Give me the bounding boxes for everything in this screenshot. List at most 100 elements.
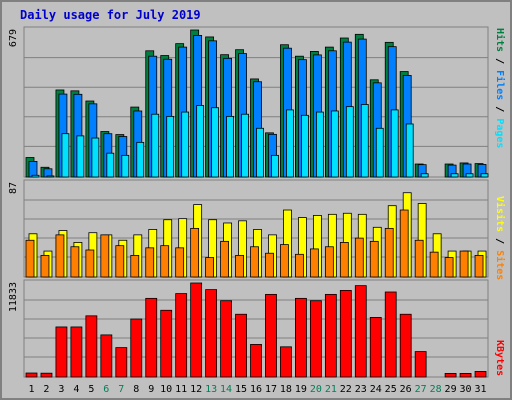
bar-sites-day-12 — [190, 227, 200, 278]
bar-pages-day-10 — [166, 115, 175, 178]
x-tick-label-15: 15 — [235, 384, 247, 395]
x-tick-label-21: 21 — [325, 384, 337, 395]
bar-pages-day-31 — [480, 173, 489, 178]
x-tick-label-25: 25 — [385, 384, 397, 395]
bar-kbytes-day-30 — [459, 373, 472, 378]
bar-pages-day-15 — [241, 113, 249, 178]
x-tick-label-30: 30 — [460, 384, 472, 395]
x-tick-label-11: 11 — [175, 384, 187, 395]
bar-sites-day-8 — [130, 254, 140, 278]
bar-pages-day-20 — [315, 111, 324, 178]
legend-kbytes: KBytes — [494, 340, 505, 376]
bar-sites-day-27 — [414, 239, 424, 278]
bar-kbytes-day-18 — [280, 346, 292, 378]
bar-kbytes-day-19 — [295, 297, 307, 378]
x-tick-label-23: 23 — [355, 384, 367, 395]
bar-sites-day-2 — [40, 254, 50, 278]
bar-sites-day-20 — [309, 248, 319, 278]
bar-files-day-1 — [28, 161, 38, 178]
x-tick-label-22: 22 — [340, 384, 352, 395]
bar-sites-day-11 — [175, 247, 185, 278]
bar-kbytes-day-21 — [324, 293, 337, 378]
bar-kbytes-day-27 — [414, 351, 427, 378]
x-tick-label-29: 29 — [445, 384, 457, 395]
bar-pages-day-29 — [450, 173, 459, 178]
x-tick-label-4: 4 — [73, 384, 79, 395]
ymax-label-1: 87 — [8, 182, 19, 194]
bar-kbytes-day-29 — [444, 373, 457, 378]
bar-kbytes-day-4 — [70, 326, 83, 378]
bar-kbytes-day-13 — [205, 289, 218, 378]
x-tick-label-8: 8 — [133, 384, 139, 395]
bar-kbytes-day-17 — [265, 293, 277, 378]
x-tick-label-6: 6 — [103, 384, 109, 395]
bar-kbytes-day-2 — [40, 372, 53, 378]
bar-kbytes-day-24 — [369, 317, 382, 378]
bar-sites-day-23 — [354, 237, 364, 278]
bar-sites-day-9 — [145, 247, 155, 278]
bar-kbytes-day-6 — [100, 334, 113, 378]
bar-kbytes-day-23 — [354, 285, 367, 378]
x-tick-label-9: 9 — [148, 384, 154, 395]
bar-sites-day-1 — [25, 239, 35, 278]
bar-sites-day-18 — [280, 244, 289, 278]
bar-pages-day-18 — [286, 109, 294, 178]
bar-pages-day-22 — [345, 106, 354, 178]
bar-kbytes-day-7 — [115, 347, 128, 378]
bar-kbytes-day-5 — [85, 315, 98, 378]
x-tick-label-28: 28 — [430, 384, 442, 395]
x-tick-label-18: 18 — [280, 384, 292, 395]
bar-pages-day-14 — [226, 115, 234, 178]
bar-kbytes-day-22 — [339, 290, 352, 378]
bar-kbytes-day-25 — [384, 291, 397, 378]
x-tick-label-12: 12 — [190, 384, 202, 395]
bar-pages-day-2 — [46, 175, 55, 178]
bar-kbytes-day-8 — [130, 318, 143, 378]
ymax-label-0: 679 — [8, 29, 19, 47]
bar-sites-day-3 — [55, 234, 65, 278]
bar-pages-day-17 — [271, 154, 279, 178]
bar-kbytes-day-9 — [145, 297, 158, 378]
bar-kbytes-day-31 — [474, 371, 487, 378]
bar-sites-day-16 — [250, 246, 259, 278]
legend-pages: Pages — [494, 118, 505, 148]
bar-pages-day-6 — [106, 152, 115, 178]
bar-kbytes-day-3 — [55, 326, 68, 378]
bar-pages-day-11 — [181, 111, 190, 178]
x-tick-label-7: 7 — [118, 384, 124, 395]
bar-kbytes-day-26 — [399, 313, 412, 378]
chart-title: Daily usage for July 2019 — [20, 8, 201, 22]
bar-pages-day-23 — [360, 104, 369, 178]
bar-pages-day-4 — [76, 135, 85, 178]
bar-sites-day-25 — [384, 227, 394, 278]
bar-pages-day-7 — [121, 154, 130, 178]
bar-kbytes-day-20 — [309, 300, 322, 378]
bar-kbytes-day-12 — [190, 282, 203, 378]
bar-pages-day-25 — [390, 109, 399, 178]
bar-pages-day-26 — [405, 123, 414, 178]
bar-kbytes-day-16 — [250, 344, 262, 378]
legend-sites: Sites — [494, 250, 506, 280]
bar-kbytes-day-11 — [175, 293, 188, 378]
legend-files: Files — [494, 70, 506, 100]
bar-kbytes-day-1 — [25, 372, 38, 378]
legend-visits: Visits — [494, 196, 506, 232]
bar-pages-day-3 — [61, 133, 70, 178]
bar-pages-day-9 — [151, 113, 160, 178]
x-tick-label-20: 20 — [310, 384, 322, 395]
bar-kbytes-day-14 — [220, 300, 232, 378]
bar-pages-day-27 — [420, 173, 429, 178]
bar-sites-day-21 — [324, 246, 334, 278]
x-tick-label-2: 2 — [43, 384, 49, 395]
x-tick-label-31: 31 — [474, 384, 486, 395]
bar-sites-day-6 — [100, 234, 110, 278]
x-tick-label-16: 16 — [250, 384, 262, 395]
bar-sites-day-28 — [429, 251, 439, 278]
bar-sites-day-13 — [205, 257, 215, 278]
bar-kbytes-day-15 — [235, 313, 247, 378]
bar-pages-day-1 — [31, 174, 40, 178]
bar-kbytes-day-10 — [160, 309, 173, 378]
bar-pages-day-12 — [196, 105, 205, 178]
bar-sites-day-26 — [399, 209, 409, 278]
